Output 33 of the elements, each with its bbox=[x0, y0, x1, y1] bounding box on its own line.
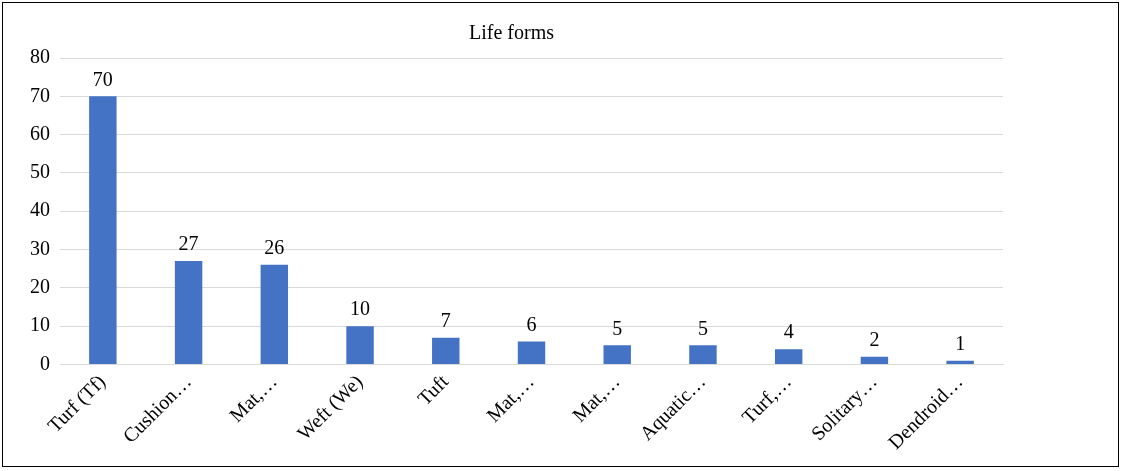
y-tick-label: 50 bbox=[30, 160, 50, 183]
y-tick-label: 70 bbox=[30, 83, 50, 106]
data-label: 6 bbox=[526, 312, 537, 335]
x-tick-label: Weft (We) bbox=[292, 369, 368, 445]
bar bbox=[774, 349, 803, 364]
bar bbox=[89, 96, 117, 364]
bar bbox=[860, 356, 889, 364]
y-tick-label: 40 bbox=[30, 198, 50, 221]
chart-title: Life forms bbox=[469, 21, 555, 44]
data-label: 26 bbox=[264, 236, 285, 259]
bar bbox=[260, 264, 289, 364]
bar bbox=[946, 360, 974, 364]
data-label: 2 bbox=[869, 328, 880, 351]
bar bbox=[517, 341, 546, 364]
bar bbox=[346, 326, 374, 364]
data-label: 5 bbox=[612, 316, 623, 339]
data-label: 5 bbox=[697, 316, 708, 339]
bar bbox=[174, 261, 203, 364]
bar bbox=[603, 345, 631, 364]
x-tick-label: Tuft bbox=[412, 369, 453, 410]
data-label: 70 bbox=[92, 67, 113, 90]
bar bbox=[689, 345, 717, 364]
y-tick-label: 80 bbox=[30, 45, 50, 68]
data-label: 10 bbox=[350, 297, 371, 320]
y-tick-label: 30 bbox=[30, 236, 50, 259]
y-tick-label: 60 bbox=[30, 121, 50, 144]
bar bbox=[432, 337, 460, 364]
data-label: 7 bbox=[440, 308, 451, 331]
data-label: 27 bbox=[178, 232, 199, 255]
y-tick-label: 10 bbox=[30, 313, 50, 336]
y-tick-label: 20 bbox=[30, 275, 50, 298]
data-label: 1 bbox=[955, 331, 966, 354]
data-label: 4 bbox=[783, 320, 794, 343]
